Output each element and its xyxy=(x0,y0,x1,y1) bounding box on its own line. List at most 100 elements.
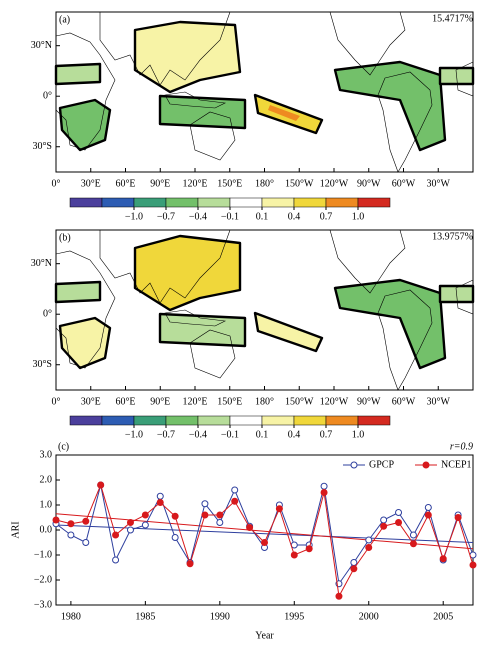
x-tick-label: 180° xyxy=(255,396,274,407)
data-point xyxy=(67,520,75,528)
y-tick-label: 30°N xyxy=(31,40,52,51)
colorbar-label: −1.0 xyxy=(125,429,143,440)
x-tick-label: 90°E xyxy=(150,396,170,407)
data-point xyxy=(231,486,239,494)
colorbar-label: −0.7 xyxy=(157,211,175,222)
field xyxy=(333,60,447,152)
y-tick-label: 0° xyxy=(43,309,52,320)
field xyxy=(158,312,247,348)
legend-label: GPCP xyxy=(369,459,394,470)
y-tick-label: −2.0 xyxy=(34,574,52,585)
y-tick-label: −3.0 xyxy=(34,599,52,610)
colorbar-label: −0.7 xyxy=(157,429,175,440)
colorbar-label: 0.1 xyxy=(256,429,269,440)
x-tick-label: 0° xyxy=(52,396,61,407)
y-axis-label: ARI xyxy=(10,521,21,538)
legend-marker xyxy=(350,461,358,469)
colorbar-label: −1.0 xyxy=(125,211,143,222)
x-tick-label: 180° xyxy=(255,178,274,189)
annotation: r=0.9 xyxy=(450,441,473,452)
data-point xyxy=(52,516,60,524)
colorbar-box xyxy=(229,415,263,426)
data-point xyxy=(395,519,403,526)
data-point xyxy=(201,511,209,519)
data-point xyxy=(246,524,254,531)
trend-line xyxy=(55,524,474,543)
data-point xyxy=(454,514,462,521)
colorbar-box xyxy=(133,415,167,426)
x-tick-label: 60°E xyxy=(115,396,135,407)
data-point xyxy=(67,531,75,539)
y-tick-label: −1.0 xyxy=(34,549,52,560)
colorbar-box xyxy=(197,415,231,426)
x-tick-label: 1990 xyxy=(210,611,230,622)
data-point xyxy=(126,526,134,534)
x-tick-label: 60°W xyxy=(392,396,416,407)
field xyxy=(253,311,324,353)
data-point xyxy=(156,492,164,500)
data-point xyxy=(290,551,298,559)
data-point xyxy=(365,544,373,551)
y-tick-label: 0° xyxy=(43,91,52,102)
data-point xyxy=(231,497,239,505)
y-tick-label: 0.0 xyxy=(40,524,53,535)
x-tick-label: 30°E xyxy=(81,396,101,407)
field xyxy=(58,316,112,370)
colorbar-label: −0.4 xyxy=(189,211,207,222)
x-tick-label: 150°E xyxy=(217,178,242,189)
data-point xyxy=(97,481,105,489)
trend-line xyxy=(55,513,474,550)
colorbar-box xyxy=(101,415,135,426)
x-axis-label: Year xyxy=(255,630,274,641)
data-point xyxy=(424,511,432,519)
data-point xyxy=(82,539,90,546)
field xyxy=(133,20,242,94)
y-tick-label: 30°N xyxy=(31,258,52,269)
data-point xyxy=(320,482,328,490)
data-point xyxy=(216,519,224,526)
colorbar-label: 1.0 xyxy=(352,211,365,222)
colorbar-label: −0.4 xyxy=(189,429,207,440)
colorbar-box xyxy=(69,415,103,426)
data-point xyxy=(350,565,358,573)
map-b-fields xyxy=(54,234,475,370)
field xyxy=(268,105,300,121)
field xyxy=(58,98,112,152)
x-tick-label: 120°W xyxy=(320,178,349,189)
annotation: 15.4717% xyxy=(432,13,473,24)
data-point xyxy=(201,500,209,508)
data-point xyxy=(365,536,373,544)
y-tick-label: 30°S xyxy=(32,141,52,152)
colorbar-box xyxy=(133,197,167,208)
data-point xyxy=(112,531,120,539)
colorbar-label: 0.4 xyxy=(288,429,301,440)
colorbar-box xyxy=(197,197,231,208)
x-tick-label: 30°W xyxy=(427,178,451,189)
x-tick-label: 0° xyxy=(52,178,61,189)
data-point xyxy=(141,511,149,519)
data-point xyxy=(439,555,447,563)
data-point xyxy=(186,560,194,568)
y-tick-label: 2.0 xyxy=(40,474,53,485)
data-point xyxy=(320,489,328,496)
x-tick-label: 120°W xyxy=(320,396,349,407)
data-point xyxy=(171,534,179,541)
data-point xyxy=(261,539,268,546)
colorbar-box xyxy=(357,197,391,208)
colorbar-label: 1.0 xyxy=(352,429,365,440)
colorbar-box xyxy=(101,197,135,208)
data-point xyxy=(380,522,388,530)
x-tick-label: 90°W xyxy=(357,178,381,189)
colorbar-label: 0.4 xyxy=(288,211,301,222)
x-tick-label: 120°E xyxy=(182,396,207,407)
panel-label: (b) xyxy=(59,232,71,243)
data-point xyxy=(395,509,403,516)
data-point xyxy=(409,540,417,548)
data-point xyxy=(171,512,179,520)
x-tick-label: 1985 xyxy=(135,611,155,622)
map-a-fields xyxy=(54,20,475,152)
colorbar-label: −0.1 xyxy=(221,429,239,440)
data-point xyxy=(275,505,283,513)
colorbar-box xyxy=(229,197,263,208)
